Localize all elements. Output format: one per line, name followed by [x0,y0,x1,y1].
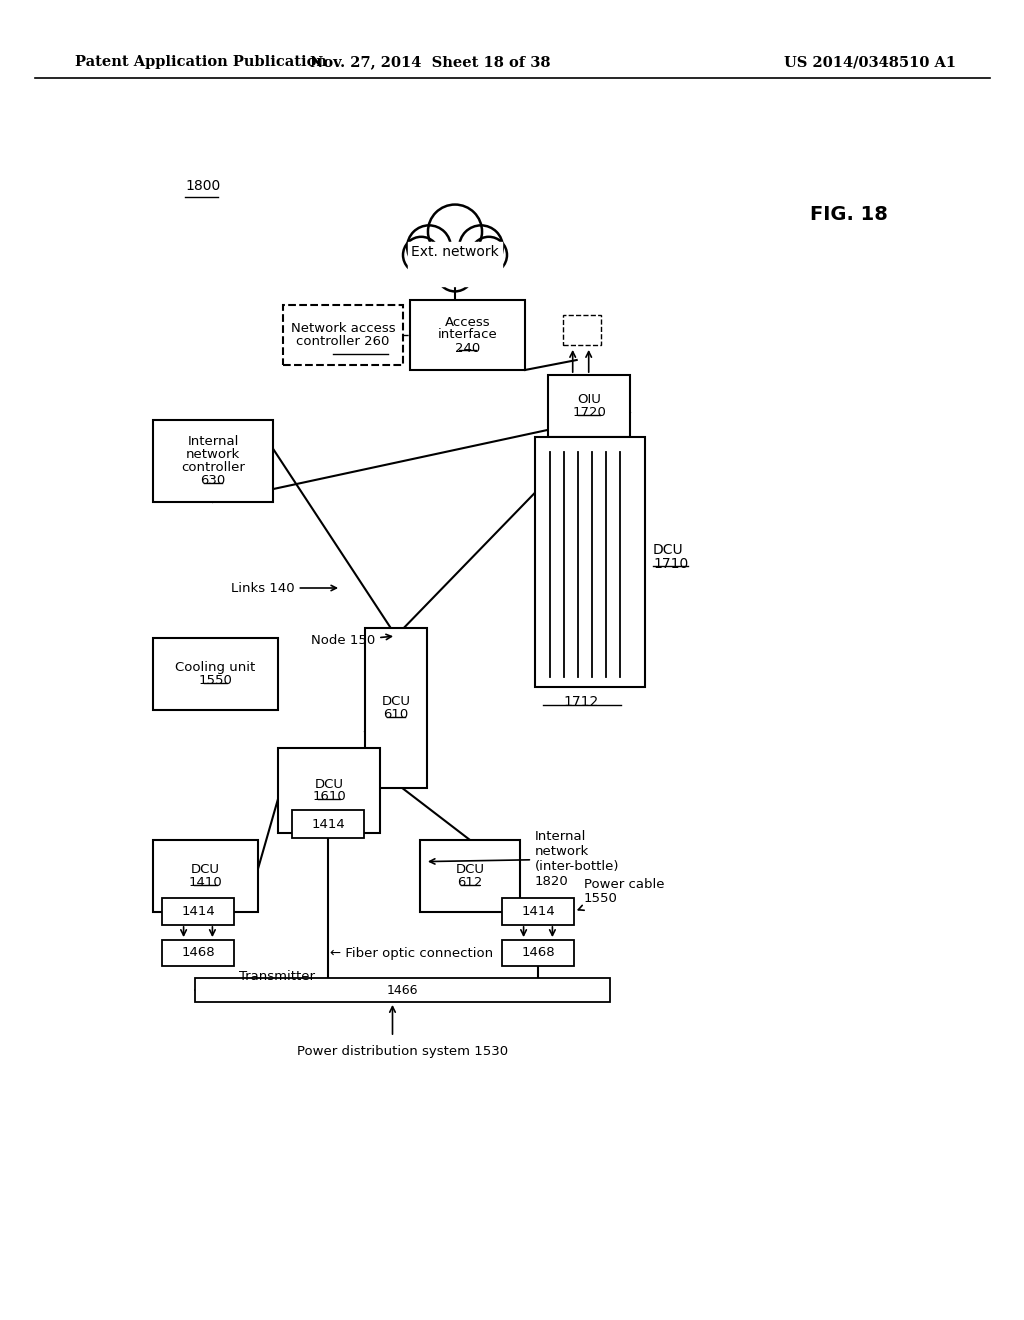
Bar [535,437,645,686]
Text: 1610: 1610 [312,791,346,804]
Text: DCU: DCU [314,777,343,791]
Circle shape [420,246,459,285]
Text: 1710: 1710 [653,557,688,570]
Bar [195,978,610,1002]
Circle shape [428,205,482,259]
Text: FIG. 18: FIG. 18 [810,206,888,224]
Text: 1712: 1712 [563,696,599,709]
Text: 1800: 1800 [185,180,220,193]
Circle shape [408,226,451,269]
Text: Links 140: Links 140 [231,582,336,594]
Text: 1410: 1410 [188,876,222,888]
Text: 240: 240 [455,342,480,355]
Text: DCU: DCU [653,543,684,557]
Text: Network access: Network access [291,322,395,335]
Text: 1414: 1414 [311,817,345,830]
Text: 1468: 1468 [181,946,215,960]
Circle shape [459,226,503,269]
Bar [409,242,502,286]
Text: 612: 612 [458,876,482,888]
Text: Node 150: Node 150 [311,635,391,648]
Bar [153,638,278,710]
Text: Internal: Internal [187,436,239,447]
Bar [162,940,234,966]
Text: Access: Access [444,315,490,329]
Bar [563,315,601,345]
Text: 1720: 1720 [572,407,606,418]
Text: Power distribution system 1530: Power distribution system 1530 [297,1045,508,1059]
Bar [548,375,630,437]
Text: 630: 630 [201,474,225,487]
Text: 1414: 1414 [521,906,555,917]
Circle shape [437,255,473,292]
Bar [502,898,574,925]
Text: Cooling unit: Cooling unit [175,661,256,675]
Text: ← Fiber optic connection: ← Fiber optic connection [330,946,494,960]
Bar [502,940,574,966]
Text: 1468: 1468 [521,946,555,960]
Bar [292,810,364,838]
Text: OIU: OIU [578,393,601,407]
Circle shape [471,236,507,273]
Text: DCU: DCU [456,863,484,876]
Text: interface: interface [437,329,498,342]
Text: 610: 610 [383,708,409,721]
Bar [283,305,403,366]
Text: US 2014/0348510 A1: US 2014/0348510 A1 [784,55,956,69]
Text: network: network [186,447,240,461]
Bar [162,898,234,925]
Bar [365,628,427,788]
Bar [420,840,520,912]
Text: 1466: 1466 [387,983,418,997]
Bar [153,420,273,502]
Text: controller 260: controller 260 [296,335,390,348]
Text: Patent Application Publication: Patent Application Publication [75,55,327,69]
Circle shape [451,246,490,285]
Circle shape [403,236,439,273]
Text: 1550: 1550 [199,675,232,686]
Text: 1414: 1414 [181,906,215,917]
Text: Nov. 27, 2014  Sheet 18 of 38: Nov. 27, 2014 Sheet 18 of 38 [309,55,550,69]
Bar [410,300,525,370]
Text: Transmitter: Transmitter [239,969,315,982]
Text: DCU: DCU [382,696,411,708]
Text: Internal
network
(inter-bottle)
1820: Internal network (inter-bottle) 1820 [430,830,620,888]
Bar [278,748,380,833]
Text: controller: controller [181,461,245,474]
Bar [153,840,258,912]
Text: DCU: DCU [191,863,220,876]
Text: Power cable
1550: Power cable 1550 [579,878,665,911]
Text: Ext. network: Ext. network [411,246,499,259]
